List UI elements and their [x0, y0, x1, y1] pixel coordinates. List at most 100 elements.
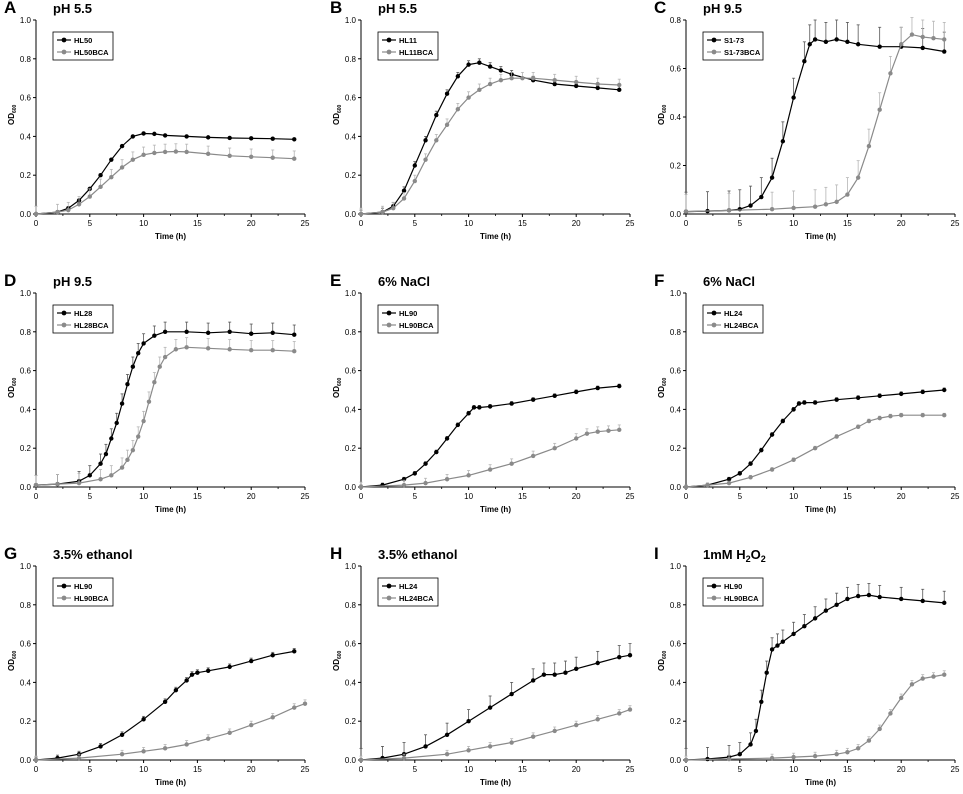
- x-tick-label: 0: [34, 492, 39, 501]
- data-point: [114, 420, 119, 426]
- data-point: [119, 143, 125, 149]
- data-point: [184, 678, 189, 683]
- data-point: [530, 76, 536, 81]
- data-point: [434, 449, 439, 455]
- y-axis-label-text: OD: [332, 659, 341, 671]
- data-point: [471, 405, 477, 410]
- data-point: [227, 329, 232, 334]
- data-point: [487, 64, 493, 69]
- data-point: [119, 165, 125, 170]
- data-point: [574, 79, 579, 85]
- x-tick-label: 20: [897, 765, 906, 774]
- data-point: [888, 71, 893, 76]
- data-point: [627, 653, 633, 658]
- legend-label: HL90BCA: [74, 594, 109, 603]
- data-point: [920, 45, 925, 51]
- y-tick-label: 0.6: [345, 367, 357, 376]
- data-point: [227, 135, 232, 141]
- data-point: [595, 429, 600, 434]
- panel-title-text: pH 9.5: [53, 274, 92, 289]
- y-tick-label: 0.8: [345, 328, 357, 337]
- data-point: [130, 134, 136, 139]
- legend-label: HL11: [399, 36, 417, 45]
- data-point: [157, 364, 162, 369]
- x-tick-label: 25: [951, 219, 960, 228]
- y-tick-label: 0.6: [20, 94, 32, 103]
- data-point: [423, 138, 428, 143]
- legend-marker: [61, 583, 67, 589]
- data-point: [877, 393, 882, 399]
- x-tick-label: 5: [738, 219, 743, 228]
- data-point: [920, 413, 925, 418]
- panel-title: 6% NaCl: [703, 274, 755, 289]
- data-point: [119, 751, 125, 757]
- legend-label: HL50BCA: [74, 48, 109, 57]
- data-point: [109, 157, 114, 162]
- data-point: [845, 596, 850, 602]
- panel-title: 6% NaCl: [378, 274, 430, 289]
- y-tick-label: 0.4: [20, 132, 32, 141]
- data-point: [920, 34, 925, 40]
- legend-label: S1-73BCA: [724, 48, 761, 57]
- data-point: [812, 446, 818, 451]
- data-point: [606, 428, 611, 433]
- y-axis-label-text: OD: [657, 386, 666, 398]
- x-tick-label: 10: [139, 765, 148, 774]
- x-tick-label: 15: [843, 219, 852, 228]
- panel-g: G 0 5 10 15 20 25 0.0 0.2 0.4 0.6 0.8 1.0 Time (h) OD6…: [4, 544, 310, 787]
- x-axis-label: Time (h): [480, 232, 511, 241]
- data-point: [33, 482, 39, 488]
- data-point: [292, 156, 297, 161]
- data-point: [444, 751, 450, 757]
- panel-title: 1mM H2O2: [703, 547, 766, 564]
- series-hl28bca: [33, 337, 297, 488]
- data-point: [498, 68, 504, 73]
- y-tick-label: 0.8: [20, 601, 32, 610]
- data-point: [877, 726, 882, 732]
- legend-marker: [711, 583, 717, 589]
- data-point: [552, 672, 557, 677]
- data-point: [530, 678, 536, 683]
- y-axis-label: OD600: [7, 650, 18, 671]
- series-line: [685, 414, 945, 488]
- data-point: [152, 131, 157, 137]
- data-point: [802, 623, 807, 629]
- data-point: [358, 757, 364, 763]
- data-point: [780, 639, 786, 644]
- legend-label: HL90: [399, 309, 417, 318]
- data-point: [595, 81, 600, 87]
- data-point: [834, 199, 839, 205]
- data-point: [552, 393, 557, 399]
- data-point: [769, 206, 775, 212]
- panel-title-text: 6% NaCl: [703, 274, 755, 289]
- panel-b: B 0 5 10 15 20 25 0.0 0.2 0.4 0.6 0.8 1.0 Time (h) OD6…: [330, 0, 635, 241]
- data-point: [270, 653, 275, 658]
- x-axis-label: Time (h): [805, 505, 836, 514]
- data-point: [487, 705, 493, 710]
- x-tick-label: 0: [359, 765, 364, 774]
- series-line: [360, 654, 631, 761]
- data-point: [617, 87, 622, 93]
- data-point: [76, 480, 82, 486]
- x-tick-label: 0: [684, 492, 689, 501]
- panel-title-text: pH 9.5: [703, 1, 742, 16]
- series-line: [685, 674, 945, 761]
- data-point: [877, 107, 882, 112]
- data-point: [834, 602, 839, 607]
- data-point: [823, 202, 829, 207]
- data-point: [683, 209, 689, 214]
- data-point: [759, 699, 764, 704]
- legend-label: HL90: [74, 582, 92, 591]
- data-point: [136, 434, 141, 439]
- data-point: [292, 705, 297, 710]
- data-point: [358, 211, 364, 217]
- data-point: [249, 722, 254, 728]
- y-axis-label-text: OD: [332, 113, 341, 125]
- data-point: [812, 204, 818, 209]
- data-point: [791, 407, 796, 412]
- series-hl90bca: [683, 670, 947, 763]
- data-point: [55, 209, 60, 215]
- data-point: [845, 39, 850, 45]
- legend-marker: [61, 595, 67, 601]
- y-axis-label: OD600: [657, 650, 668, 671]
